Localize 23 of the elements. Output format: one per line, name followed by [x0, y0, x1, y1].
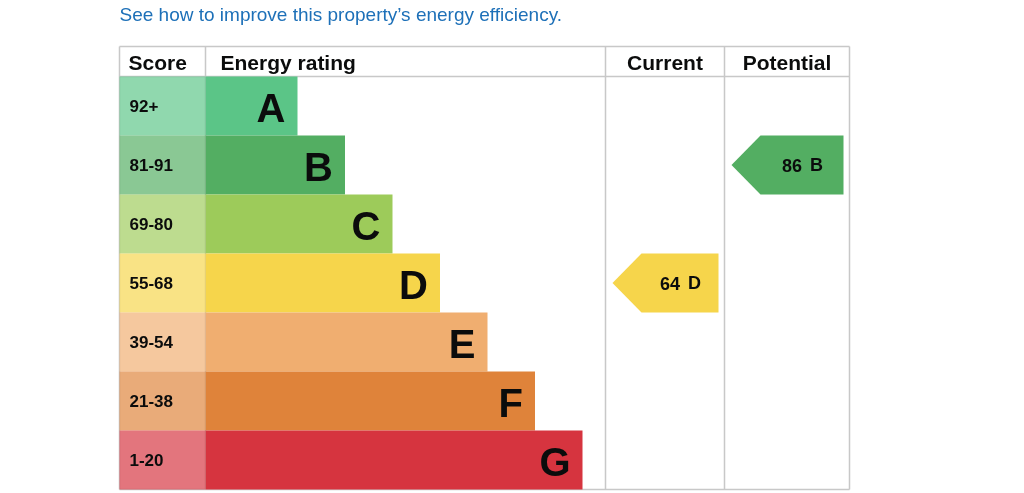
text: B — [810, 155, 823, 175]
text: Potential — [742, 51, 832, 74]
data-label: 86 — [781, 155, 803, 176]
text: D — [399, 263, 428, 308]
text: Energy rating — [220, 51, 356, 74]
text: See how to improve this property’s energy efficiency. — [119, 4, 563, 25]
category-label: 21-38 — [129, 392, 173, 411]
text: B — [304, 145, 333, 190]
text: Current — [627, 51, 703, 74]
category-label: 1-20 — [129, 451, 164, 470]
text: D — [688, 273, 701, 293]
category-label: 92+ — [129, 97, 159, 116]
data-label: 64 — [659, 273, 681, 294]
text: E — [448, 322, 476, 367]
text: A — [256, 86, 286, 131]
text: F — [498, 381, 523, 426]
text: Score — [128, 51, 187, 74]
text: C — [351, 204, 381, 249]
category-label: 81-91 — [129, 156, 173, 175]
category-label: 55-68 — [129, 274, 173, 293]
category-label: 69-80 — [129, 215, 173, 234]
category-label: 39-54 — [129, 333, 174, 352]
text: G — [539, 440, 571, 485]
